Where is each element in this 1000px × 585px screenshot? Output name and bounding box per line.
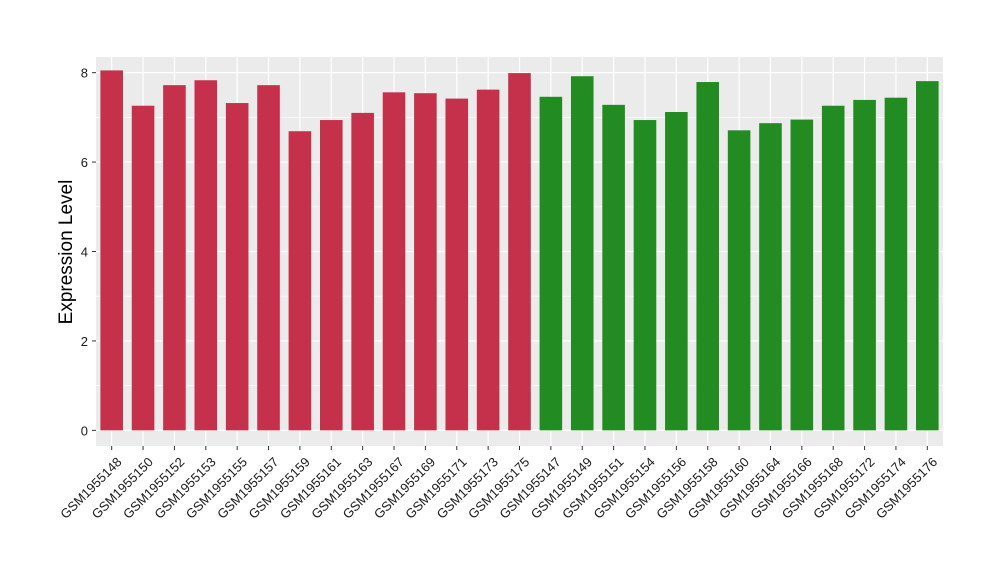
y-tick-label: 2	[81, 334, 88, 349]
bar-GSM1955160	[727, 130, 751, 431]
y-tick-label: 6	[81, 155, 88, 170]
bar-GSM1955174	[884, 97, 908, 431]
bar-GSM1955149	[570, 76, 594, 431]
bar-GSM1955167	[382, 92, 406, 431]
bar-GSM1955150	[131, 105, 155, 431]
y-tick-label: 0	[81, 423, 88, 438]
bar-GSM1955147	[539, 96, 563, 431]
bars	[100, 70, 939, 431]
y-axis: 0 2 4 6 8	[81, 66, 96, 438]
bar-GSM1955156	[665, 111, 688, 431]
bar-GSM1955157	[257, 85, 280, 431]
bar-GSM1955164	[759, 123, 782, 431]
bar-GSM1955159	[288, 131, 312, 431]
bar-GSM1955158	[696, 82, 720, 431]
bar-GSM1955151	[602, 104, 625, 431]
bar-GSM1955169	[414, 93, 437, 431]
x-axis: GSM1955148GSM1955150GSM1955152GSM1955153…	[57, 446, 940, 522]
bar-GSM1955152	[163, 85, 186, 431]
bar-GSM1955155	[225, 103, 249, 431]
bar-GSM1955163	[351, 112, 374, 431]
bar-GSM1955166	[790, 119, 814, 431]
y-axis-label: Expression Level	[56, 180, 77, 325]
bar-GSM1955168	[821, 105, 845, 431]
bar-GSM1955154	[633, 120, 657, 431]
bar-GSM1955153	[194, 80, 218, 431]
y-tick-label: 8	[81, 66, 88, 81]
bar-GSM1955161	[319, 120, 343, 431]
bar-GSM1955175	[508, 73, 531, 431]
bar-GSM1955172	[853, 99, 876, 431]
y-tick-label: 4	[81, 245, 88, 260]
bar-GSM1955148	[100, 70, 123, 431]
bar-GSM1955171	[445, 98, 469, 431]
bar-GSM1955176	[916, 81, 939, 431]
bar-GSM1955173	[476, 89, 500, 431]
